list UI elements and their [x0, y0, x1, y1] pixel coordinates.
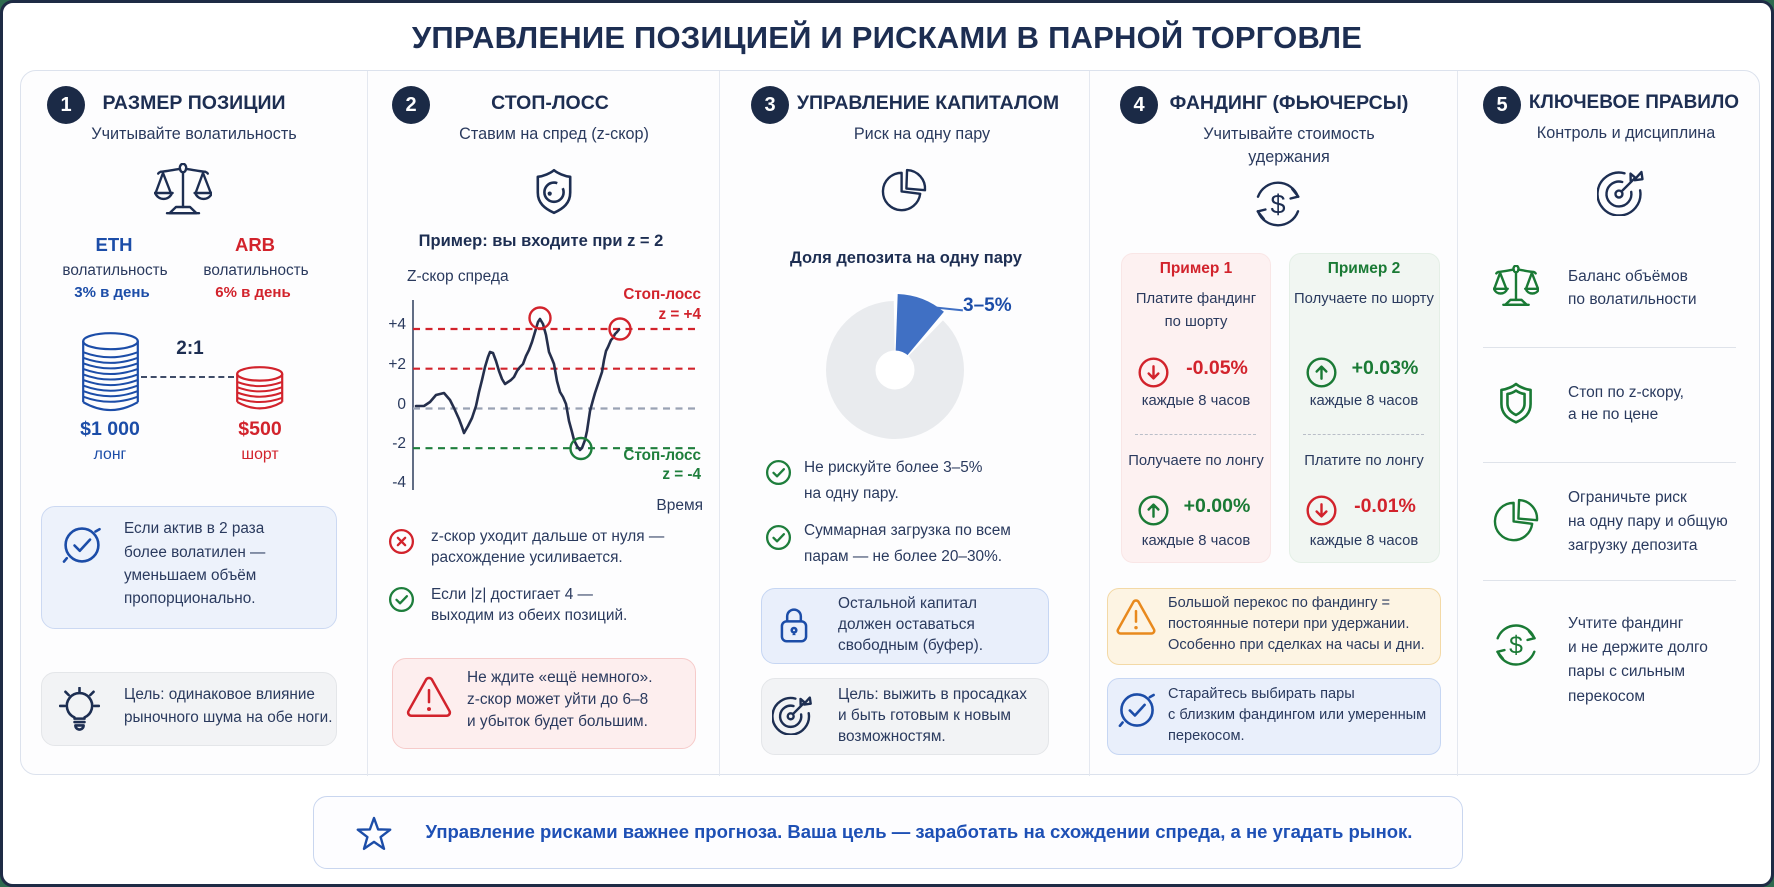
- svg-text:$: $: [1270, 190, 1285, 220]
- svg-text:$: $: [1509, 633, 1523, 660]
